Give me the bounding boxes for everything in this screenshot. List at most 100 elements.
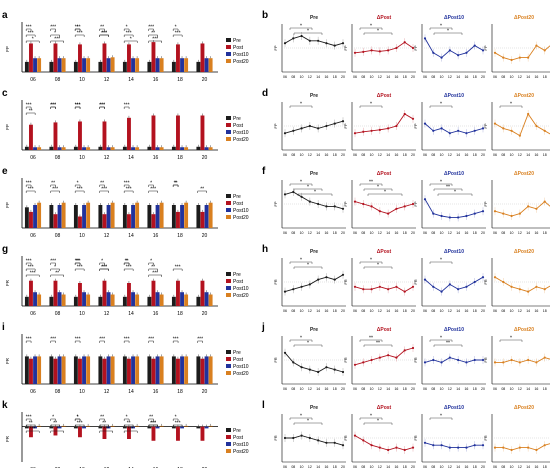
x-tick-label: 14 (456, 231, 460, 235)
y-axis-label: FR (483, 279, 488, 284)
significance-label: * (300, 102, 302, 108)
significance-label: *** (28, 31, 34, 37)
data-point (387, 212, 390, 215)
y-axis-label: FR (273, 279, 278, 284)
x-tick-label: 14 (386, 309, 390, 313)
x-tick-label: 10 (79, 155, 85, 161)
data-point (378, 356, 381, 359)
significance-bracket (148, 262, 154, 265)
data-point (527, 205, 530, 208)
data-point (370, 205, 373, 208)
series-line (424, 198, 484, 218)
data-point (527, 446, 530, 449)
data-point (333, 441, 336, 444)
bar-post20 (184, 425, 189, 427)
significance-bracket (74, 268, 85, 271)
data-point (292, 288, 295, 291)
bar-post20 (208, 356, 213, 384)
significance-label: * (175, 181, 177, 187)
x-tick-label: 10 (300, 75, 304, 79)
x-tick-label: 12 (104, 233, 110, 239)
series-line (424, 276, 484, 293)
significance-label: *** (54, 37, 60, 43)
significance-bracket (99, 106, 105, 109)
x-tick-label: 14 (316, 387, 320, 391)
subplot-title: ΔPost10 (444, 327, 464, 333)
significance-label: *** (124, 337, 130, 343)
significance-label: ** (100, 181, 104, 187)
subplot-title: Pre (310, 327, 318, 333)
data-point (502, 56, 505, 59)
significance-label: ** (369, 336, 373, 342)
data-point (403, 290, 406, 293)
x-tick-label: 06 (493, 153, 497, 157)
significance-bracket (123, 262, 130, 265)
x-tick-label: 20 (411, 309, 415, 313)
bar-post10 (82, 426, 86, 429)
data-point (395, 446, 398, 449)
bar-post10 (33, 426, 37, 429)
x-tick-label: 14 (316, 75, 320, 79)
x-tick-label: 06 (423, 309, 427, 313)
bar-pre (73, 205, 78, 228)
significance-label: ** (174, 181, 178, 187)
x-tick-label: 08 (431, 465, 435, 468)
panel-letter: g (2, 244, 8, 255)
x-tick-label: 20 (481, 309, 485, 313)
significance-bracket (359, 417, 383, 420)
x-tick-label: 06 (353, 75, 357, 79)
significance-label: ** (53, 421, 57, 427)
x-tick-label: 18 (473, 309, 477, 313)
data-point (395, 46, 398, 50)
bar-pre (98, 426, 103, 429)
bar-post20 (135, 356, 140, 384)
line-panel-d: d Pre FP 06 08 10 12 14 16 18 20 ΔPost FP 06 08 10 12 14 1… (262, 88, 550, 157)
significance-bracket (429, 183, 453, 186)
x-tick-label: 18 (473, 387, 477, 391)
bar-post (53, 214, 58, 228)
data-point (535, 448, 538, 452)
data-point (465, 285, 468, 288)
bar-post (53, 122, 58, 150)
legend-label: Post20 (233, 293, 249, 299)
legend-swatch-pre (226, 428, 231, 432)
x-tick-label: 16 (394, 231, 398, 235)
bar-pre (73, 146, 78, 150)
subplot-δpost20: ΔPost20 FP 06 08 10 12 14 16 18 20 (483, 15, 550, 79)
x-tick-label: 12 (104, 389, 110, 395)
x-tick-label: 12 (518, 231, 522, 235)
bar-pre (49, 61, 54, 72)
significance-bracket (99, 28, 105, 31)
x-tick-label: 16 (464, 309, 468, 313)
x-tick-label: 08 (431, 75, 435, 79)
subplot-pre: Pre FR 06 08 10 12 14 16 18 20 (273, 327, 346, 391)
series-line (284, 35, 344, 47)
x-tick-label: 18 (543, 153, 547, 157)
data-point (411, 285, 415, 288)
x-tick-label: 08 (501, 153, 505, 157)
x-tick-label: 08 (501, 465, 505, 468)
data-point (333, 122, 336, 125)
data-point (440, 444, 443, 447)
subplot-title: ΔPost20 (514, 15, 534, 21)
bar-post20 (110, 356, 115, 384)
significance-label: * (300, 180, 302, 186)
bar-post10 (57, 205, 62, 228)
x-tick-label: 10 (79, 311, 85, 317)
significance-bracket (50, 184, 56, 187)
significance-label: *** (50, 103, 56, 109)
line-panel-f: f Pre FP 06 08 10 12 14 16 18 20 ΔPost FP 06 08 10 12 14 1… (262, 166, 550, 235)
significance-bracket (433, 344, 463, 347)
x-tick-label: 20 (341, 387, 345, 391)
significance-label: * (307, 419, 309, 425)
x-tick-label: 06 (493, 309, 497, 313)
significance-bracket (293, 32, 323, 35)
significance-bracket (289, 27, 313, 30)
subplot-δpost10: ΔPost10 FR 06 08 10 12 14 16 18 20 (413, 327, 486, 391)
x-tick-label: 10 (370, 231, 374, 235)
significance-bracket (74, 262, 81, 265)
significance-bracket (289, 261, 313, 264)
data-point (333, 44, 336, 47)
significance-label: ** (369, 180, 373, 186)
bar-post20 (86, 202, 91, 228)
